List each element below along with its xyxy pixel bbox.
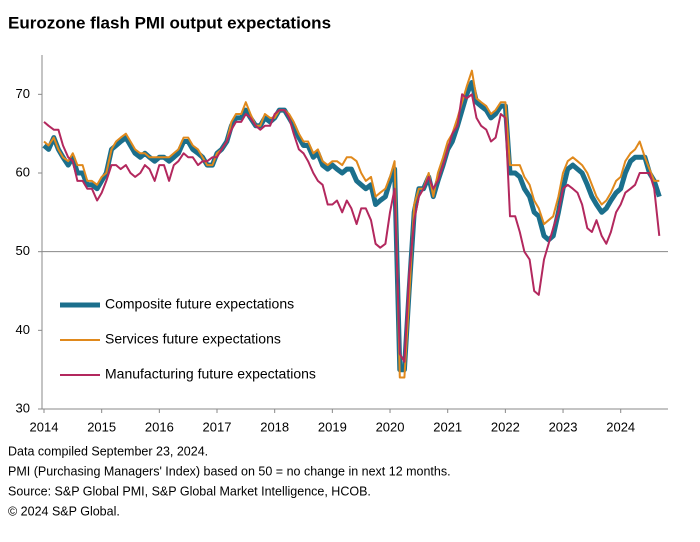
chart-title: Eurozone flash PMI output expectations xyxy=(8,13,331,32)
series-line xyxy=(43,93,661,363)
x-tick-label: 2019 xyxy=(318,419,347,434)
y-tick-label: 60 xyxy=(16,164,30,179)
legend-label: Composite future expectations xyxy=(105,296,294,312)
x-tick-label: 2014 xyxy=(30,419,59,434)
x-tick-label: 2021 xyxy=(433,419,462,434)
footnote: PMI (Purchasing Managers' Index) based o… xyxy=(8,464,451,478)
y-tick-label: 40 xyxy=(16,322,30,337)
x-tick-label: 2015 xyxy=(87,419,116,434)
x-tick-label: 2018 xyxy=(260,419,289,434)
footnote: Data compiled September 23, 2024. xyxy=(8,444,208,458)
y-tick-label: 70 xyxy=(16,86,30,101)
footnote: © 2024 S&P Global. xyxy=(8,504,120,518)
x-tick-label: 2022 xyxy=(491,419,520,434)
y-tick-label: 30 xyxy=(16,400,30,415)
series-line xyxy=(42,80,662,373)
legend-label: Services future expectations xyxy=(105,331,281,347)
y-tick-label: 50 xyxy=(16,243,30,258)
x-tick-label: 2017 xyxy=(203,419,232,434)
footnote: Source: S&P Global PMI, S&P Global Marke… xyxy=(8,484,371,498)
x-tick-label: 2024 xyxy=(606,419,635,434)
series-line xyxy=(43,69,660,379)
legend-label: Manufacturing future expectations xyxy=(105,366,316,382)
x-tick-label: 2016 xyxy=(145,419,174,434)
x-tick-label: 2023 xyxy=(549,419,578,434)
x-tick-label: 2020 xyxy=(376,419,405,434)
